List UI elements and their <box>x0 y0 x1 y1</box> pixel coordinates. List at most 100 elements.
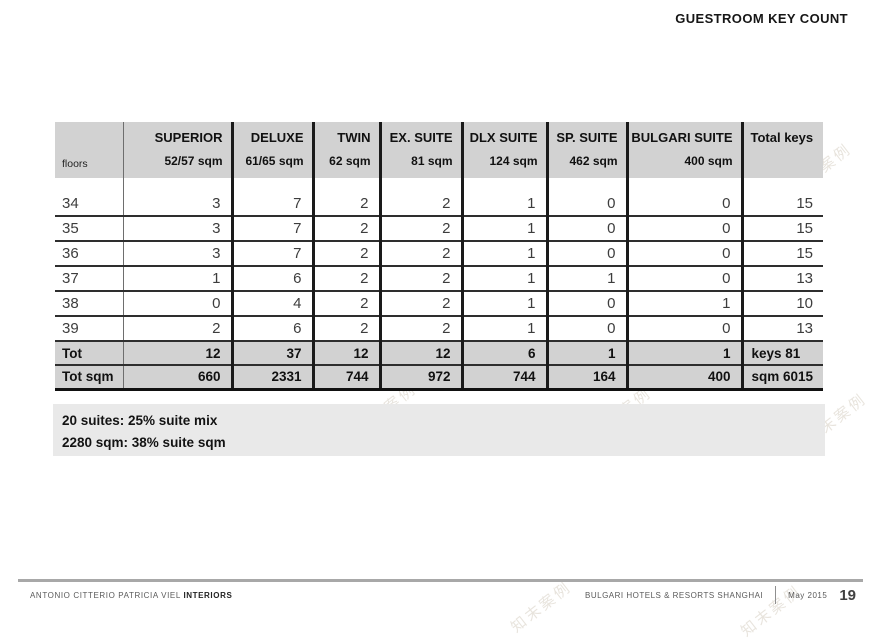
document-page: GUESTROOM KEY COUNT 知末案例 知末案例 知末案例 知末案例 … <box>18 11 871 641</box>
guestroom-key-count-table: floors SUPERIOR 52/57 sqm DELUXE 61/65 sqm TW… <box>55 122 823 391</box>
value-cell: 15 <box>740 241 823 267</box>
header-cell: BULGARI SUITE 400 sqm <box>625 122 742 178</box>
value-cell: 2 <box>311 178 380 217</box>
footer-divider <box>775 586 777 604</box>
value-cell: 3 <box>122 216 232 242</box>
value-cell: 1 <box>460 216 547 242</box>
value-cell: 13 <box>740 266 823 292</box>
note-suite-sqm: 2280 sqm: 38% suite sqm <box>62 435 226 450</box>
value-cell: 0 <box>625 316 742 342</box>
column-name: EX. SUITE <box>389 130 453 145</box>
floor-cell: 34 <box>55 178 123 217</box>
footer-rule <box>18 579 863 582</box>
total-label-cell: Tot <box>55 341 123 366</box>
value-cell: 1 <box>460 316 547 342</box>
column-name: SP. SUITE <box>556 130 618 145</box>
column-sqm: 52/57 sqm <box>164 154 223 168</box>
footer-firm-name: ANTONIO CITTERIO PATRICIA VIEL INTERIORS <box>30 591 232 600</box>
header-cell: SUPERIOR 52/57 sqm <box>122 122 232 178</box>
total-value-cell: 660 <box>122 365 232 391</box>
total-value-cell: 2331 <box>230 365 313 391</box>
value-cell: 0 <box>545 291 627 317</box>
total-value-cell: 744 <box>460 365 547 391</box>
value-cell: 0 <box>625 216 742 242</box>
floors-label: floors <box>62 158 88 170</box>
column-sqm: 62 sqm <box>329 154 371 168</box>
value-cell: 6 <box>230 266 313 292</box>
total-summary-cell: keys 81 <box>740 341 823 366</box>
column-name: DELUXE <box>250 130 304 145</box>
value-cell: 7 <box>230 241 313 267</box>
value-cell: 7 <box>230 216 313 242</box>
suite-mix-notes: 20 suites: 25% suite mix 2280 sqm: 38% s… <box>53 404 825 456</box>
floor-cell: 39 <box>55 316 123 342</box>
total-value-cell: 12 <box>122 341 232 366</box>
header-cell: DELUXE 61/65 sqm <box>230 122 313 178</box>
value-cell: 15 <box>740 178 823 217</box>
column-sqm: 61/65 sqm <box>245 154 304 168</box>
column-name: BULGARI SUITE <box>631 130 733 145</box>
note-suite-mix: 20 suites: 25% suite mix <box>62 413 218 428</box>
total-value-cell: 744 <box>311 365 380 391</box>
value-cell: 0 <box>625 178 742 217</box>
value-cell: 6 <box>230 316 313 342</box>
value-cell: 1 <box>460 178 547 217</box>
value-cell: 1 <box>122 266 232 292</box>
total-value-cell: 12 <box>378 341 462 366</box>
total-label-cell: Tot sqm <box>55 365 123 391</box>
value-cell: 1 <box>460 291 547 317</box>
column-name: TWIN <box>337 130 371 145</box>
table-row: 36 3 7 2 2 1 0 0 15 <box>55 241 823 267</box>
value-cell: 0 <box>625 266 742 292</box>
total-value-cell: 12 <box>311 341 380 366</box>
total-value-cell: 1 <box>625 341 742 366</box>
value-cell: 2 <box>311 316 380 342</box>
value-cell: 2 <box>378 266 462 292</box>
total-value-cell: 6 <box>460 341 547 366</box>
column-name: SUPERIOR <box>154 130 223 145</box>
table-row: 39 2 6 2 2 1 0 0 13 <box>55 316 823 342</box>
value-cell: 2 <box>311 291 380 317</box>
footer-firm-bold: INTERIORS <box>183 591 233 600</box>
value-cell: 2 <box>378 241 462 267</box>
value-cell: 2 <box>311 216 380 242</box>
footer-right-group: BULGARI HOTELS & RESORTS SHANGHAI May 20… <box>585 586 856 604</box>
value-cell: 2 <box>311 266 380 292</box>
floor-cell: 38 <box>55 291 123 317</box>
page-number: 19 <box>839 586 856 604</box>
value-cell: 2 <box>378 216 462 242</box>
footer-project-name: BULGARI HOTELS & RESORTS SHANGHAI <box>585 590 764 600</box>
footer-firm-regular: ANTONIO CITTERIO PATRICIA VIEL <box>30 591 184 600</box>
value-cell: 3 <box>122 241 232 267</box>
header-corner-cell: floors <box>55 122 123 178</box>
column-sqm: 400 sqm <box>684 154 733 168</box>
value-cell: 0 <box>545 178 627 217</box>
value-cell: 0 <box>122 291 232 317</box>
value-cell: 2 <box>378 178 462 217</box>
value-cell: 2 <box>378 291 462 317</box>
total-value-cell: 972 <box>378 365 462 391</box>
value-cell: 2 <box>122 316 232 342</box>
value-cell: 7 <box>230 178 313 217</box>
footer-date: May 2015 <box>788 590 828 600</box>
value-cell: 15 <box>740 216 823 242</box>
page-title: GUESTROOM KEY COUNT <box>675 11 848 26</box>
value-cell: 1 <box>460 241 547 267</box>
column-sqm: 124 sqm <box>489 154 538 168</box>
value-cell: 1 <box>545 266 627 292</box>
value-cell: 10 <box>740 291 823 317</box>
table-row: 34 3 7 2 2 1 0 0 15 <box>55 178 823 217</box>
total-value-cell: 400 <box>625 365 742 391</box>
total-value-cell: 37 <box>230 341 313 366</box>
value-cell: 1 <box>460 266 547 292</box>
value-cell: 1 <box>625 291 742 317</box>
value-cell: 13 <box>740 316 823 342</box>
column-sqm: 81 sqm <box>411 154 453 168</box>
header-cell: SP. SUITE 462 sqm <box>545 122 627 178</box>
total-row: Tot 12 37 12 12 6 1 1 keys 81 <box>55 341 823 366</box>
column-sqm: 462 sqm <box>569 154 618 168</box>
value-cell: 0 <box>625 241 742 267</box>
total-summary-cell: sqm 6015 <box>740 365 823 391</box>
watermark: 知末案例 <box>508 578 576 637</box>
table-row: 37 1 6 2 2 1 1 0 13 <box>55 266 823 292</box>
